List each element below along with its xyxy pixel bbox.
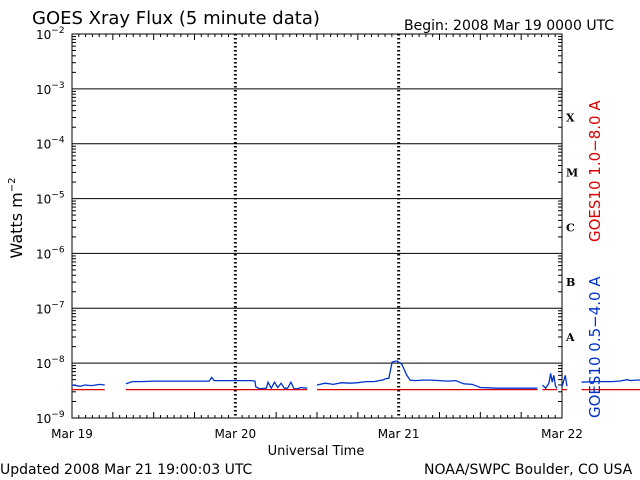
flare-class-m: M xyxy=(566,166,578,179)
y-tick-label: 10−6 xyxy=(36,245,65,261)
y-tick-label: 10−5 xyxy=(36,191,65,207)
begin-time: Begin: 2008 Mar 19 0000 UTC xyxy=(404,18,614,34)
y-tick-label: 10−8 xyxy=(36,355,65,371)
y-axis-title-exponent: −2 xyxy=(7,178,18,193)
x-tick-label: Mar 21 xyxy=(378,427,420,441)
axis-ticks xyxy=(72,34,562,418)
short-channel-label: GOES10 0.5−4.0 A xyxy=(586,276,604,418)
grid-lines xyxy=(72,34,562,418)
short_channel-line xyxy=(561,375,568,387)
y-tick-label: 10−9 xyxy=(36,410,65,426)
chart-title: GOES Xray Flux (5 minute data) xyxy=(32,8,320,29)
source-credit: NOAA/SWPC Boulder, CO USA xyxy=(424,462,633,478)
short_channel-line xyxy=(125,376,308,390)
y-tick-label: 10−7 xyxy=(36,300,65,316)
short_channel-line xyxy=(316,360,538,389)
short_channel-line xyxy=(541,373,558,390)
y-tick-label: 10−4 xyxy=(36,136,65,152)
flare-class-b: B xyxy=(566,276,575,289)
y-tick-labels: 10−2 10−3 10−4 10−5 10−6 10−7 10−8 10−9 xyxy=(36,26,65,426)
updated-timestamp: Updated 2008 Mar 21 19:00:03 UTC xyxy=(0,462,253,478)
x-tick-labels: Mar 19 Mar 20 Mar 21 Mar 22 xyxy=(51,427,583,441)
x-tick-label: Mar 19 xyxy=(51,427,93,441)
flare-class-c: C xyxy=(566,221,575,234)
short_channel-line xyxy=(71,383,105,387)
x-tick-label: Mar 22 xyxy=(541,427,583,441)
y-axis-title-base: Watts m xyxy=(7,192,26,258)
plot-frame xyxy=(71,33,563,419)
flare-class-labels: X M C B A xyxy=(565,112,578,344)
y-tick-label: 10−3 xyxy=(36,81,65,97)
x-tick-label: Mar 20 xyxy=(214,427,256,441)
flare-class-a: A xyxy=(565,331,575,344)
short_channel-line xyxy=(581,379,640,383)
long-channel-label: GOES10 1.0−8.0 A xyxy=(586,100,604,242)
x-axis-title: Universal Time xyxy=(268,444,365,459)
data-series xyxy=(71,360,640,391)
y-axis-title: Watts m−2 xyxy=(7,178,26,259)
flare-class-x: X xyxy=(566,112,575,125)
y-tick-label: 10−2 xyxy=(36,26,65,42)
